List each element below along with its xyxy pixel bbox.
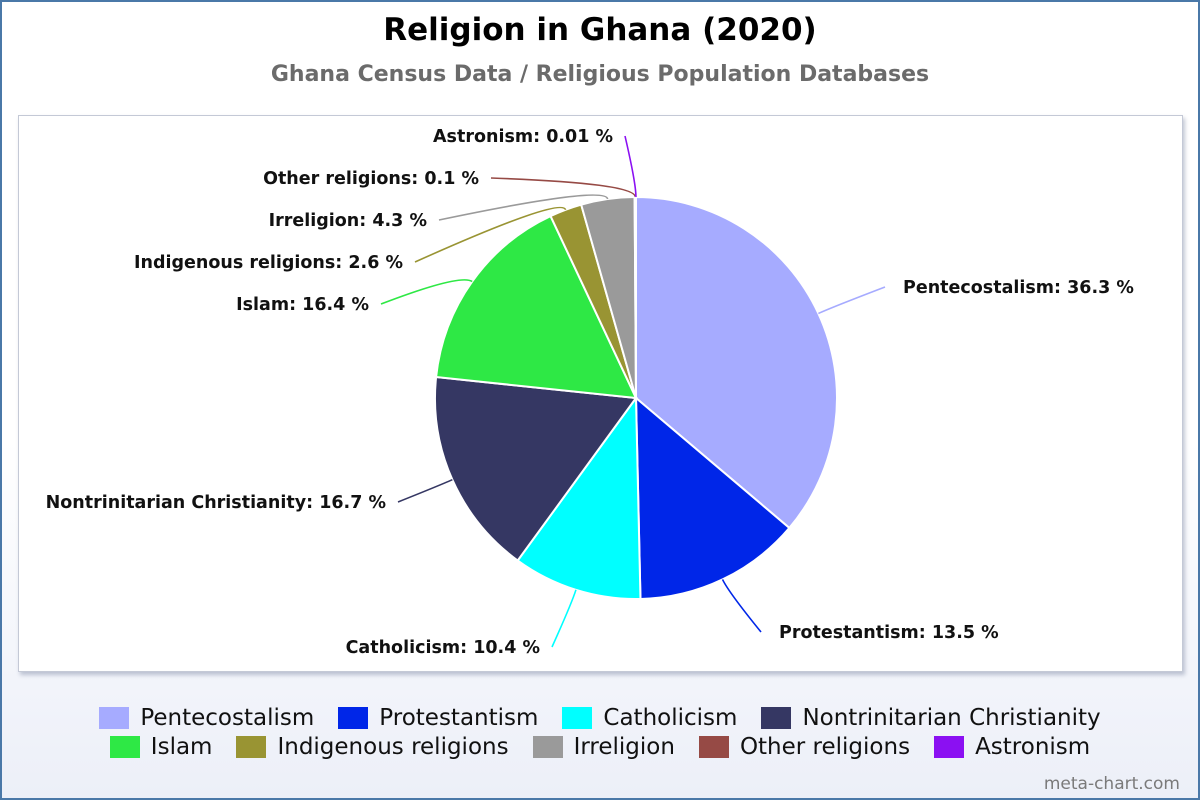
legend-label: Nontrinitarian Christianity xyxy=(802,704,1101,731)
legend-item: Islam xyxy=(109,733,213,760)
leader-line xyxy=(818,286,886,315)
legend-label: Indigenous religions xyxy=(277,733,509,760)
legend-swatch xyxy=(934,735,965,758)
leader-line xyxy=(438,194,609,221)
slice-data-label: Islam: 16.4 % xyxy=(236,295,369,315)
plot-area: Pentecostalism: 36.3 % Protestantism: 13.… xyxy=(18,115,1183,672)
slice-data-label: Other religions: 0.1 % xyxy=(263,169,479,189)
pie-slice-catholicism xyxy=(516,395,642,600)
legend-label: Catholicism xyxy=(603,704,738,731)
legend-item: Other religions xyxy=(698,733,911,760)
leader-line xyxy=(551,589,577,648)
legend-label: Other religions xyxy=(739,733,911,760)
legend-label: Pentecostalism xyxy=(140,704,315,731)
legend-item: Catholicism xyxy=(562,705,737,731)
chart-subtitle: Ghana Census Data / Religious Population… xyxy=(270,62,930,87)
legend-swatch xyxy=(338,706,369,729)
slice-data-label: Indigenous religions: 2.6 % xyxy=(134,253,403,273)
pie-slice-pentecostalism xyxy=(635,195,838,530)
legend-item: Irreligion xyxy=(532,733,675,760)
legend-label: Protestantism xyxy=(379,704,539,731)
legend-swatch xyxy=(532,735,563,758)
watermark: meta-chart.com xyxy=(1043,774,1180,794)
slice-data-label: Nontrinitarian Christianity: 16.7 % xyxy=(46,493,386,513)
legend-item: Nontrinitarian Christianity xyxy=(761,704,1101,731)
leader-line xyxy=(380,279,473,305)
legend-item: Pentecostalism xyxy=(99,705,314,731)
leader-line xyxy=(490,177,637,198)
leader-line xyxy=(414,206,567,263)
legend-row: Pentecostalism Protestantism Catholicism No… xyxy=(0,703,1200,732)
legend-swatch xyxy=(698,735,729,758)
legend-item: Astronism xyxy=(934,734,1090,760)
slice-data-label: Protestantism: 13.5 % xyxy=(779,623,999,643)
slice-data-label: Pentecostalism: 36.3 % xyxy=(903,278,1134,298)
legend-swatch xyxy=(761,706,792,729)
legend-label: Irreligion xyxy=(573,733,675,760)
slice-data-label: Catholicism: 10.4 % xyxy=(346,638,540,658)
legend-label: Islam xyxy=(150,733,213,760)
legend-swatch xyxy=(236,735,267,758)
leader-line xyxy=(397,478,453,503)
leader-line xyxy=(721,579,762,633)
slice-data-label: Irreligion: 4.3 % xyxy=(269,211,427,231)
pie-chart: Pentecostalism: 36.3 % Protestantism: 13.… xyxy=(46,127,1134,658)
leader-line xyxy=(624,135,637,198)
slice-data-label: Astronism: 0.01 % xyxy=(433,127,613,147)
legend-label: Astronism xyxy=(975,733,1091,760)
legend-item: Protestantism xyxy=(338,705,538,731)
legend: Pentecostalism Protestantism Catholicism No… xyxy=(0,703,1200,761)
legend-item: Indigenous religions xyxy=(236,733,509,760)
pie-slice-protestantism xyxy=(634,395,791,600)
legend-swatch xyxy=(562,706,593,729)
chart-title: Religion in Ghana (2020) xyxy=(383,12,817,48)
legend-swatch xyxy=(109,735,140,758)
legend-swatch xyxy=(99,706,130,729)
legend-row: Islam Indigenous religions Irreligion Other… xyxy=(0,732,1200,761)
